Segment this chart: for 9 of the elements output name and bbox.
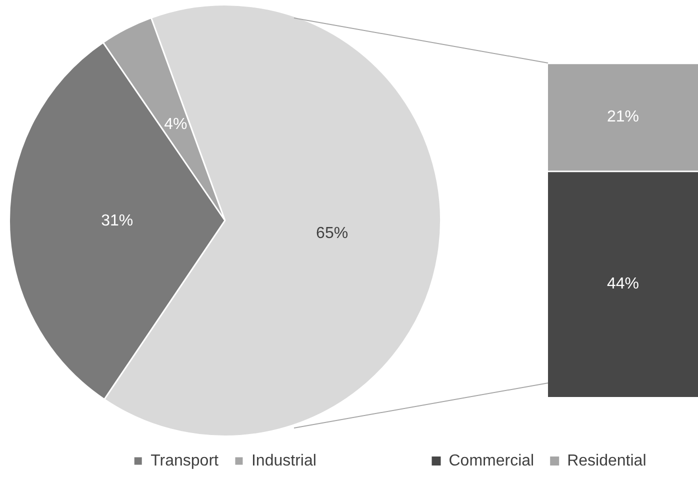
data-label: 21% — [606, 108, 640, 126]
legend-label: Industrial — [251, 452, 316, 470]
data-label: 4% — [164, 116, 188, 133]
data-label: 65% — [316, 225, 348, 242]
legend-label: Residential — [567, 452, 646, 470]
legend-label: Transport — [150, 452, 220, 470]
data-label: 31% — [101, 212, 134, 230]
data-label: 44% — [606, 275, 640, 292]
legend-label: Commercial — [448, 452, 534, 470]
